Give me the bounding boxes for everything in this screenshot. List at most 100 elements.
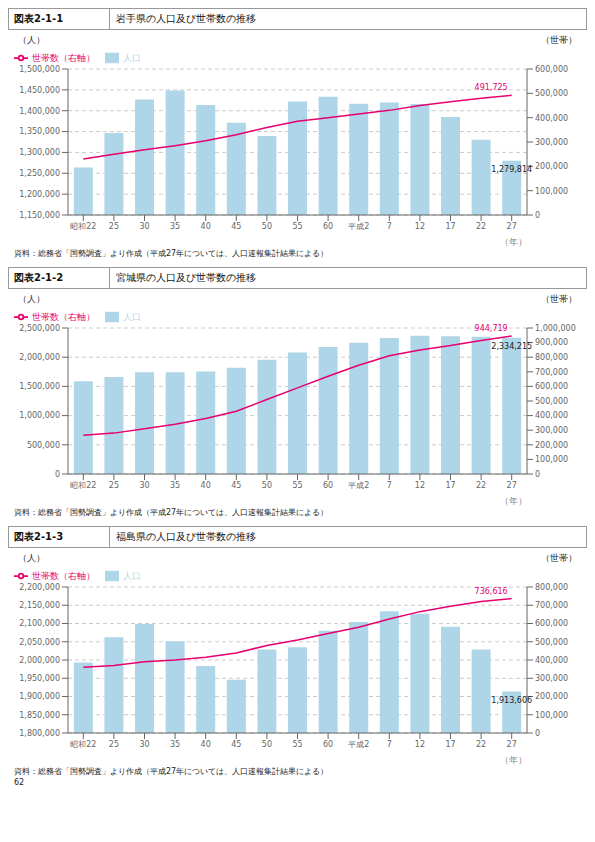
svg-text:600,000: 600,000: [535, 382, 568, 391]
svg-text:（年）: （年）: [500, 755, 527, 765]
svg-text:1,250,000: 1,250,000: [19, 169, 60, 178]
svg-text:30: 30: [139, 481, 149, 490]
svg-text:35: 35: [170, 481, 180, 490]
svg-text:17: 17: [445, 222, 455, 231]
svg-text:平成2: 平成2: [348, 481, 369, 490]
svg-text:800,000: 800,000: [535, 353, 568, 362]
svg-text:1,900,000: 1,900,000: [19, 692, 60, 701]
svg-text:昭和22: 昭和22: [70, 481, 96, 490]
svg-text:12: 12: [415, 740, 425, 749]
svg-text:60: 60: [323, 481, 333, 490]
svg-text:2,000,000: 2,000,000: [19, 353, 60, 362]
svg-text:2,000,000: 2,000,000: [19, 656, 60, 665]
svg-text:50: 50: [262, 740, 272, 749]
svg-text:1,000,000: 1,000,000: [19, 411, 60, 420]
svg-text:60: 60: [323, 740, 333, 749]
svg-text:1,500,000: 1,500,000: [19, 65, 60, 74]
svg-text:300,000: 300,000: [535, 674, 568, 683]
svg-text:50: 50: [262, 481, 272, 490]
svg-text:100,000: 100,000: [535, 187, 568, 196]
svg-text:12: 12: [415, 222, 425, 231]
svg-text:1,950,000: 1,950,000: [19, 674, 60, 683]
svg-text:27: 27: [507, 222, 517, 231]
svg-text:27: 27: [507, 481, 517, 490]
svg-text:2,050,000: 2,050,000: [19, 638, 60, 647]
svg-text:1,279,814: 1,279,814: [491, 165, 532, 174]
svg-text:1,300,000: 1,300,000: [19, 148, 60, 157]
svg-text:60: 60: [323, 222, 333, 231]
svg-text:0: 0: [535, 729, 540, 738]
svg-text:600,000: 600,000: [535, 65, 568, 74]
svg-text:2,334,215: 2,334,215: [491, 342, 532, 351]
svg-text:1,200,000: 1,200,000: [19, 190, 60, 199]
svg-text:100,000: 100,000: [535, 455, 568, 464]
svg-text:7: 7: [387, 222, 392, 231]
svg-text:100,000: 100,000: [535, 711, 568, 720]
svg-text:944,719: 944,719: [475, 324, 508, 333]
svg-text:0: 0: [535, 211, 540, 220]
svg-text:400,000: 400,000: [535, 411, 568, 420]
svg-text:2,100,000: 2,100,000: [19, 619, 60, 628]
svg-text:400,000: 400,000: [535, 114, 568, 123]
svg-text:平成2: 平成2: [348, 222, 369, 231]
svg-text:45: 45: [231, 740, 241, 749]
svg-text:700,000: 700,000: [535, 601, 568, 610]
svg-text:736,616: 736,616: [475, 587, 508, 596]
svg-text:600,000: 600,000: [535, 619, 568, 628]
svg-text:22: 22: [476, 481, 486, 490]
svg-text:200,000: 200,000: [535, 162, 568, 171]
svg-text:55: 55: [292, 481, 302, 490]
svg-text:30: 30: [139, 740, 149, 749]
svg-text:800,000: 800,000: [535, 583, 568, 592]
svg-text:1,913,606: 1,913,606: [491, 696, 532, 705]
svg-text:1,800,000: 1,800,000: [19, 729, 60, 738]
svg-text:25: 25: [109, 740, 119, 749]
svg-text:1,500,000: 1,500,000: [19, 382, 60, 391]
svg-text:1,000,000: 1,000,000: [535, 324, 576, 333]
svg-text:27: 27: [507, 740, 517, 749]
svg-text:500,000: 500,000: [535, 89, 568, 98]
svg-text:40: 40: [201, 740, 211, 749]
svg-text:900,000: 900,000: [535, 338, 568, 347]
svg-text:2,200,000: 2,200,000: [19, 583, 60, 592]
svg-text:500,000: 500,000: [27, 441, 60, 450]
svg-text:30: 30: [139, 222, 149, 231]
svg-text:200,000: 200,000: [535, 692, 568, 701]
svg-text:25: 25: [109, 222, 119, 231]
svg-text:（年）: （年）: [500, 496, 527, 506]
svg-text:0: 0: [535, 470, 540, 479]
svg-text:500,000: 500,000: [535, 397, 568, 406]
svg-text:22: 22: [476, 222, 486, 231]
svg-text:17: 17: [445, 740, 455, 749]
svg-text:40: 40: [201, 222, 211, 231]
svg-text:平成2: 平成2: [348, 740, 369, 749]
svg-text:40: 40: [201, 481, 211, 490]
svg-text:2,150,000: 2,150,000: [19, 601, 60, 610]
svg-text:12: 12: [415, 481, 425, 490]
svg-text:1,850,000: 1,850,000: [19, 711, 60, 720]
svg-text:25: 25: [109, 481, 119, 490]
svg-text:1,150,000: 1,150,000: [19, 211, 60, 220]
svg-text:7: 7: [387, 481, 392, 490]
svg-text:300,000: 300,000: [535, 426, 568, 435]
svg-text:0: 0: [55, 470, 60, 479]
svg-text:昭和22: 昭和22: [70, 222, 96, 231]
svg-text:7: 7: [387, 740, 392, 749]
svg-text:700,000: 700,000: [535, 368, 568, 377]
svg-text:35: 35: [170, 740, 180, 749]
svg-text:500,000: 500,000: [535, 638, 568, 647]
svg-text:昭和22: 昭和22: [70, 740, 96, 749]
svg-text:491,725: 491,725: [475, 83, 508, 92]
svg-text:400,000: 400,000: [535, 656, 568, 665]
svg-text:（年）: （年）: [500, 237, 527, 247]
svg-text:35: 35: [170, 222, 180, 231]
svg-text:45: 45: [231, 481, 241, 490]
svg-text:22: 22: [476, 740, 486, 749]
svg-text:300,000: 300,000: [535, 138, 568, 147]
svg-text:50: 50: [262, 222, 272, 231]
svg-text:200,000: 200,000: [535, 441, 568, 450]
svg-text:1,350,000: 1,350,000: [19, 127, 60, 136]
svg-text:45: 45: [231, 222, 241, 231]
svg-text:2,500,000: 2,500,000: [19, 324, 60, 333]
svg-text:55: 55: [292, 222, 302, 231]
